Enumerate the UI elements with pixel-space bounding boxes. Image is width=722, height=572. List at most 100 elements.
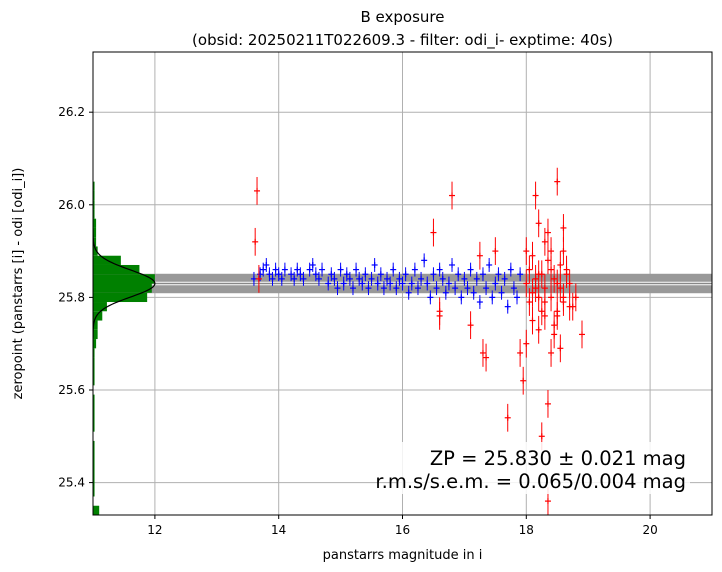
rejected-star-point (554, 167, 561, 196)
used-star-point (325, 276, 332, 291)
used-star-point (334, 281, 341, 296)
rejected-star-point (529, 278, 536, 307)
rejected-star-point (504, 403, 511, 432)
rejected-star-point (541, 302, 548, 330)
rejected-star-point (557, 274, 564, 303)
rejected-star-point (541, 227, 548, 256)
rejected-star-point (548, 237, 555, 265)
y-axis-ticks: 25.4 25.6 25.8 26.0 26.2 (58, 105, 93, 490)
histogram-bar (93, 302, 107, 312)
used-star-point (402, 267, 409, 282)
used-star-point (315, 271, 322, 286)
histogram-bar (93, 218, 97, 228)
histogram-bar (93, 181, 95, 191)
used-star-point (427, 290, 434, 305)
used-star-point (278, 271, 285, 286)
used-star-point (433, 281, 440, 296)
used-star-point (300, 271, 307, 286)
rejected-star-point (532, 181, 539, 210)
used-star-point (266, 267, 273, 282)
used-star-point (507, 262, 514, 277)
used-star-point (297, 267, 304, 282)
used-star-point (408, 276, 415, 291)
used-star-point (421, 253, 428, 268)
used-star-point (349, 281, 356, 296)
used-star-point (424, 276, 431, 291)
used-star-point (495, 267, 502, 282)
rejected-star-point (554, 302, 561, 330)
x-axis-ticks: 12 14 16 18 20 (147, 515, 658, 537)
used-star-point (294, 262, 301, 277)
x-tick-label: 12 (147, 523, 162, 537)
rejected-star-point (535, 260, 542, 289)
chart-subtitle: (obsid: 20250211T022609.3 - filter: odi_… (192, 31, 613, 50)
x-tick-label: 16 (395, 523, 410, 537)
x-axis-label: panstarrs magnitude in i (323, 548, 483, 563)
rejected-star-point (544, 218, 551, 247)
used-star-point (328, 267, 335, 282)
rejected-star-point (544, 389, 551, 418)
histogram-bar (93, 237, 97, 247)
rejected-star-point (529, 241, 536, 270)
rejected-star-point (538, 297, 545, 326)
rejected-star-point (529, 306, 536, 335)
histogram-bar (93, 320, 98, 330)
rejected-star-point (563, 255, 570, 284)
used-star-point (368, 271, 375, 286)
rejected-star-point (449, 181, 456, 210)
rejected-star-point (548, 283, 555, 312)
used-star-point (430, 267, 437, 282)
used-star-point (464, 281, 471, 296)
rejected-star-point (554, 269, 561, 298)
histogram-bar (93, 505, 100, 515)
x-tick-label: 20 (642, 523, 657, 537)
used-star-point (452, 281, 459, 296)
used-star-point (405, 285, 412, 300)
rejected-star-point (566, 269, 573, 298)
used-star-point (467, 262, 474, 277)
used-star-point (306, 262, 313, 277)
histogram-bar (93, 292, 148, 303)
used-star-point (476, 295, 483, 309)
used-star-point (281, 262, 288, 277)
zeropoint-annotation: ZP = 25.830 ± 0.021 mag (430, 447, 686, 470)
used-star-point (439, 271, 446, 286)
rejected-stars (252, 167, 586, 515)
used-star-point (263, 258, 270, 272)
used-star-point (399, 276, 406, 291)
histogram-bar (93, 246, 98, 256)
used-star-point (346, 271, 353, 286)
y-tick-label: 26.0 (58, 198, 85, 212)
used-star-point (380, 281, 387, 296)
used-star-point (489, 290, 496, 305)
used-star-point (260, 262, 267, 277)
rejected-star-point (523, 269, 530, 298)
rejected-star-point (535, 209, 542, 238)
used-star-point (291, 271, 298, 286)
rejected-star-point (560, 214, 567, 242)
rejected-star-point (479, 339, 486, 367)
y-axis-label: zeropoint (panstarrs [i] - odi [odi_i]) (11, 168, 26, 400)
used-star-point (483, 281, 490, 296)
rejected-star-point (476, 241, 483, 270)
used-star-point (504, 299, 511, 314)
used-star-point (374, 276, 381, 291)
histogram-bar (93, 274, 155, 284)
used-star-point (501, 271, 508, 286)
y-tick-label: 25.6 (58, 383, 85, 397)
histogram-bar (93, 440, 95, 497)
histogram-bar (93, 329, 98, 340)
histogram-bar (93, 311, 103, 321)
histogram-bar (93, 200, 95, 210)
used-star-point (510, 281, 517, 296)
rejected-star-point (551, 264, 558, 293)
used-star-point (312, 267, 319, 282)
used-star-point (414, 281, 421, 296)
rejected-star-point (492, 237, 499, 265)
rejected-star-point (520, 366, 527, 395)
used-star-point (309, 258, 316, 272)
used-star-point (514, 290, 521, 305)
used-star-point (390, 262, 397, 277)
used-star-point (479, 267, 486, 282)
used-star-point (365, 281, 372, 296)
